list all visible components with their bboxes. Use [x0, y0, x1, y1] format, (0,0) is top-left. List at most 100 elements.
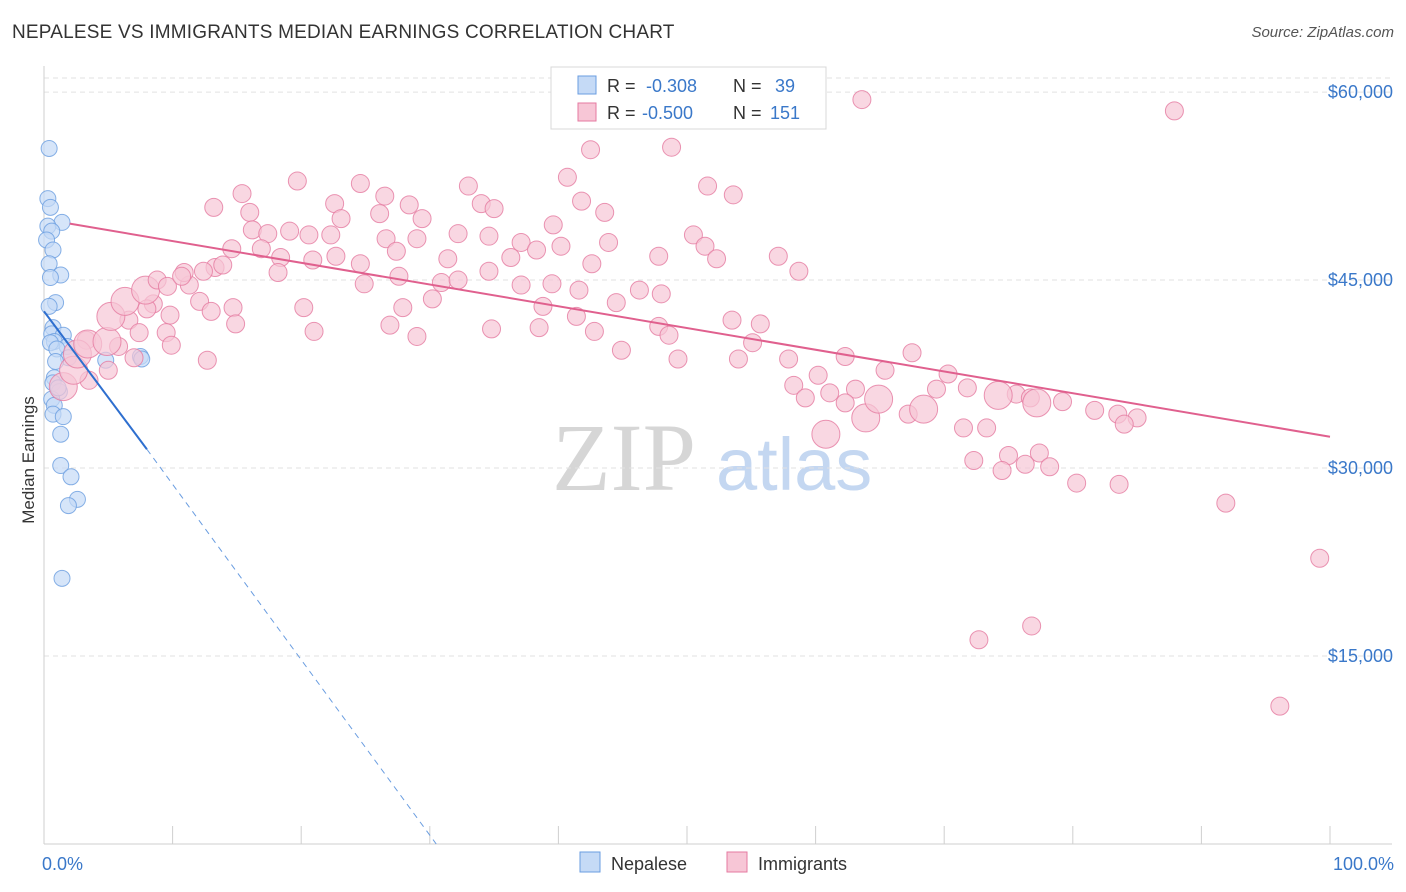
immigrants-point — [380, 315, 400, 335]
immigrants-point — [811, 419, 841, 449]
immigrants-point — [458, 176, 478, 196]
immigrants-point — [795, 388, 815, 408]
x-tick-label-min: 0.0% — [42, 854, 83, 874]
nepalese-point — [52, 457, 70, 475]
legend-box — [550, 66, 827, 130]
nepalese-trendline-extension — [146, 448, 437, 845]
immigrants-point — [287, 171, 307, 191]
immigrants-point — [964, 451, 984, 471]
immigrants-point — [808, 365, 828, 385]
immigrants-point — [595, 202, 615, 222]
immigrants-point — [193, 261, 213, 281]
bottom-legend-label-nepalese: Nepalese — [611, 854, 687, 874]
immigrants-point — [226, 314, 246, 334]
nepalese-point — [41, 269, 59, 287]
immigrants-point — [581, 140, 601, 160]
nepalese-point — [40, 297, 58, 315]
immigrants-point — [407, 326, 427, 346]
immigrants-point — [197, 350, 217, 370]
immigrants-point — [566, 306, 586, 326]
correlation-legend: R = -0.308 N = 39 R = -0.500 N = 151 — [550, 66, 827, 130]
immigrants-point — [501, 247, 521, 267]
immigrants-point — [875, 360, 895, 380]
immigrants-point — [1216, 493, 1236, 513]
immigrants-point — [438, 249, 458, 269]
immigrants-point — [422, 289, 442, 309]
legend-swatch-nepalese — [577, 75, 597, 95]
immigrants-point — [845, 379, 865, 399]
immigrants-point — [1085, 400, 1105, 420]
immigrants-point — [389, 266, 409, 286]
immigrants-point — [992, 461, 1012, 481]
immigrants-point — [707, 249, 727, 269]
immigrants-point — [160, 305, 180, 325]
immigrants-point — [350, 254, 370, 274]
immigrants-point — [484, 199, 504, 219]
immigrants-point — [326, 246, 346, 266]
legend-swatch-immigrants — [577, 102, 597, 122]
immigrants-point — [157, 276, 177, 296]
immigrants-point — [529, 318, 549, 338]
immigrants-point — [779, 349, 799, 369]
immigrants-point — [572, 191, 592, 211]
immigrants-point — [542, 274, 562, 294]
bottom-legend-swatch-nepalese — [579, 851, 601, 873]
nepalese-point — [59, 497, 77, 515]
nepalese-point — [41, 198, 59, 216]
immigrants-point — [1015, 454, 1035, 474]
immigrants-point — [659, 325, 679, 345]
immigrants-point — [321, 225, 341, 245]
legend-n-value-1: 39 — [775, 76, 795, 96]
immigrants-point — [1029, 443, 1049, 463]
nepalese-point — [40, 139, 58, 157]
immigrants-point — [864, 384, 894, 414]
immigrants-point — [835, 393, 855, 413]
immigrants-point — [551, 236, 571, 256]
legend-r-value-1: -0.308 — [646, 76, 697, 96]
immigrants-point — [124, 348, 144, 368]
immigrants-point — [393, 298, 413, 318]
immigrants-point — [599, 232, 619, 252]
immigrants-point — [1109, 474, 1129, 494]
y-tick-label: $15,000 — [1328, 646, 1393, 666]
legend-n-label-2: N = — [733, 103, 762, 123]
immigrants-point — [750, 314, 770, 334]
immigrants-point — [280, 221, 300, 241]
immigrants-point — [92, 326, 122, 356]
immigrants-point — [354, 274, 374, 294]
immigrants-point — [909, 394, 939, 424]
immigrants-point — [629, 280, 649, 300]
immigrants-point — [407, 229, 427, 249]
nepalese-point — [54, 408, 72, 426]
immigrants-point — [222, 239, 242, 259]
immigrants-point — [1022, 616, 1042, 636]
legend-r-label-2: R = — [607, 103, 636, 123]
immigrants-point — [926, 379, 946, 399]
series-legend: Nepalese Immigrants — [579, 851, 847, 874]
immigrants-point — [172, 266, 192, 286]
immigrants-point — [232, 184, 252, 204]
immigrants-point — [606, 293, 626, 313]
nepalese-trendline — [43, 310, 148, 450]
immigrants-point — [350, 174, 370, 194]
nepalese-point — [52, 425, 70, 443]
immigrants-point — [386, 241, 406, 261]
immigrants-point — [213, 255, 233, 275]
immigrants-point — [1022, 388, 1052, 418]
immigrants-point — [651, 284, 671, 304]
immigrants-point — [375, 186, 395, 206]
immigrants-point — [983, 380, 1013, 410]
immigrants-point — [1114, 414, 1134, 434]
immigrants-point — [204, 197, 224, 217]
nepalese-point — [62, 468, 80, 486]
immigrants-point — [723, 185, 743, 205]
immigrants-point — [482, 319, 502, 339]
immigrants-point — [977, 418, 997, 438]
immigrants-point — [479, 226, 499, 246]
y-tick-label: $30,000 — [1328, 458, 1393, 478]
source-label: Source: ZipAtlas.com — [1251, 24, 1394, 41]
immigrants-point — [304, 321, 324, 341]
immigrants-point — [1040, 457, 1060, 477]
immigrants-point — [511, 275, 531, 295]
y-tick-label: $45,000 — [1328, 270, 1393, 290]
